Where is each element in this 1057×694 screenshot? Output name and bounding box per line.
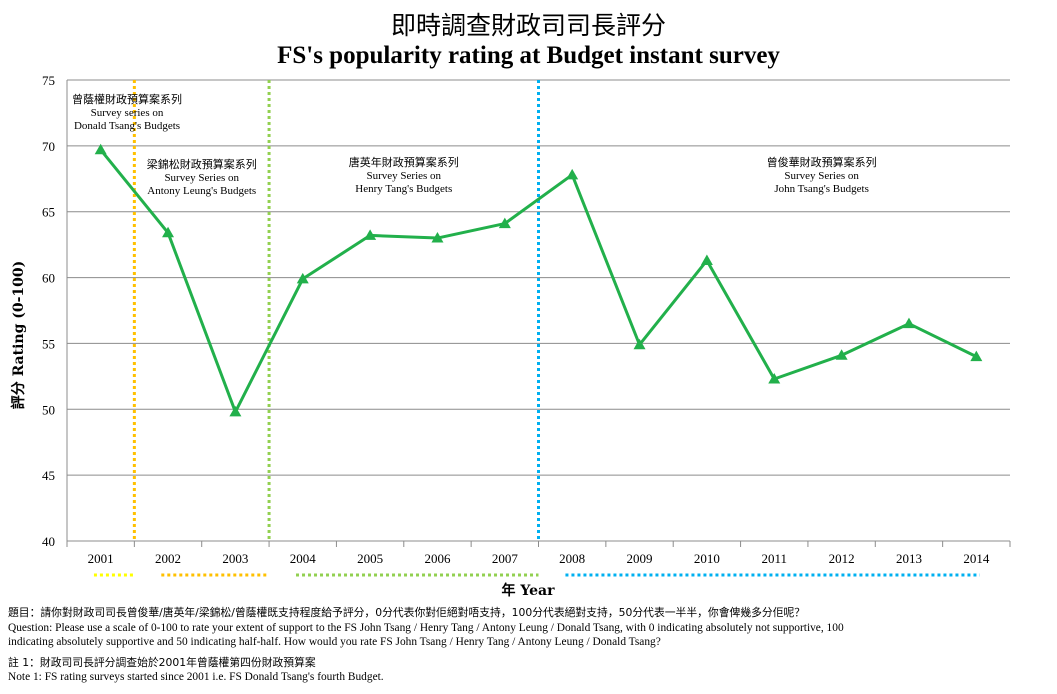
y-tick-label: 50 <box>42 402 55 417</box>
x-tick-label: 2004 <box>290 551 317 566</box>
x-tick-label: 2014 <box>963 551 990 566</box>
era-label-chinese: 梁錦松財政預算案系列 <box>147 157 257 171</box>
x-tick-label: 2013 <box>896 551 922 566</box>
y-tick-label: 40 <box>42 534 55 549</box>
x-tick-label: 2010 <box>694 551 720 566</box>
data-point-marker <box>498 217 511 229</box>
data-point-marker <box>835 349 848 360</box>
question-chinese: 題目：請你對財政司司長曾俊華/唐英年/梁錦松/曾蔭權既支持程度給予評分，0分代表… <box>8 606 806 619</box>
question-english-line-2: indicating absolutely supportive and 50 … <box>8 636 661 648</box>
x-axis-label: 年 Year <box>501 582 555 599</box>
data-point-marker <box>94 143 107 155</box>
data-point-marker <box>566 168 579 180</box>
era-label-chinese: 唐英年財政預算案系列 <box>349 155 459 169</box>
note-1-english: Note 1: FS rating surveys started since … <box>8 671 384 683</box>
x-tick-label: 2002 <box>155 551 181 566</box>
x-tick-label: 2005 <box>357 551 383 566</box>
x-tick-label: 2011 <box>761 551 787 566</box>
y-tick-label: 55 <box>42 336 55 351</box>
era-label-english-line-2: Donald Tsang's Budgets <box>74 120 180 132</box>
era-label-chinese: 曾蔭權財政預算案系列 <box>72 92 182 106</box>
line-chart: 40 45 50 55 60 65 70 75 2001 2002 2003 2004 2005 2006… <box>10 73 1011 599</box>
x-tick-label: 2012 <box>829 551 855 566</box>
era-label-english-line-1: Survey series on <box>91 107 164 119</box>
x-tick-label: 2003 <box>222 551 248 566</box>
x-tick-label: 2006 <box>424 551 451 566</box>
y-tick-label: 45 <box>42 468 55 483</box>
era-label-english-line-2: John Tsang's Budgets <box>774 183 869 195</box>
data-point-marker <box>296 272 309 284</box>
note-1-chinese: 註 1：財政司司長評分調查始於2001年曾蔭權第四份財政預算案 <box>8 655 316 669</box>
era-label-english-line-1: Survey Series on <box>367 170 442 182</box>
x-tick-label: 2001 <box>88 551 114 566</box>
era-label-chinese: 曾俊華財政預算案系列 <box>767 155 877 169</box>
rating-line <box>99 148 977 414</box>
y-tick-label: 75 <box>42 73 55 88</box>
data-point-marker <box>902 317 915 329</box>
y-axis-label: 評分 Rating (0-100) <box>10 261 27 410</box>
y-tick-label: 60 <box>42 271 55 286</box>
era-label-english-line-2: Antony Leung's Budgets <box>147 185 256 197</box>
axes: 40 45 50 55 60 65 70 75 2001 2002 2003 2004 2005 2006… <box>42 73 1011 566</box>
chart-title-chinese: 即時調查財政司司長評分 <box>390 11 666 40</box>
era-label-english-line-2: Henry Tang's Budgets <box>355 183 452 195</box>
data-point-marker <box>768 372 781 384</box>
data-point-marker <box>431 232 444 243</box>
x-tick-label: 2007 <box>492 551 519 566</box>
data-point-marker <box>162 226 175 238</box>
notes-section: 題目：請你對財政司司長曾俊華/唐英年/梁錦松/曾蔭權既支持程度給予評分，0分代表… <box>8 606 1048 685</box>
era-label-english-line-1: Survey Series on <box>164 172 239 184</box>
chart-title-english: FS's popularity rating at Budget instant… <box>277 42 780 69</box>
y-tick-label: 70 <box>42 139 55 154</box>
y-tick-label: 65 <box>42 205 55 220</box>
rating-series <box>94 143 983 417</box>
question-english-line-1: Question: Please use a scale of 0-100 to… <box>8 621 844 634</box>
x-tick-label: 2009 <box>627 551 653 566</box>
data-point-marker <box>970 350 983 362</box>
x-tick-label: 2008 <box>559 551 585 566</box>
data-point-marker <box>633 338 646 350</box>
era-label-english-line-1: Survey Series on <box>784 170 859 182</box>
era-boundaries <box>132 80 540 541</box>
data-point-marker <box>364 229 377 240</box>
data-point-marker <box>700 254 713 265</box>
data-point-marker <box>229 405 242 417</box>
